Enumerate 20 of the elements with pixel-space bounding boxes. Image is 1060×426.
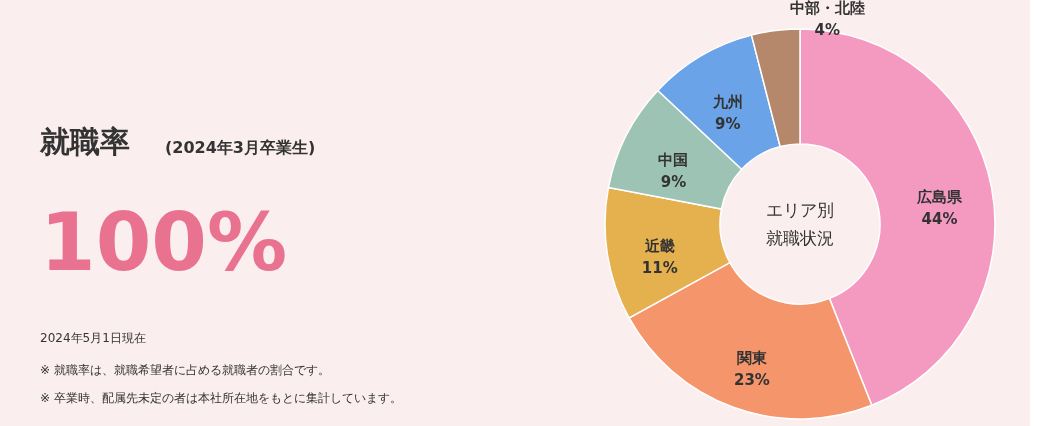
data-label: 44% [921, 210, 958, 229]
text: ※ 卒業時、配属先未定の者は本社所在地をもとに集計しています。 [40, 391, 402, 405]
text: 100% [40, 196, 288, 289]
slice-label: 九州 [711, 92, 743, 111]
data-label: 11% [641, 259, 678, 278]
data-label: 23% [733, 370, 770, 389]
slice-label: 広島県 [915, 188, 963, 207]
slice-label: 中部・北陸 [789, 0, 865, 17]
data-label: 4% [814, 20, 841, 39]
data-label: 9% [660, 172, 687, 191]
text: ※ 就職率は、就職希望者に占める就職者の割合です。 [40, 363, 330, 377]
text: 就職状況 [766, 228, 834, 248]
slice-label: 関東 [736, 348, 768, 367]
text: 就職率 [39, 124, 130, 159]
slice-label: 近畿 [643, 237, 675, 256]
text: 2024年5月1日現在 [40, 331, 146, 345]
data-label: 9% [714, 114, 741, 133]
text: (2024年3月卒業生) [165, 138, 316, 157]
slice-label: 中国 [658, 150, 689, 169]
text: エリア別 [766, 200, 834, 220]
